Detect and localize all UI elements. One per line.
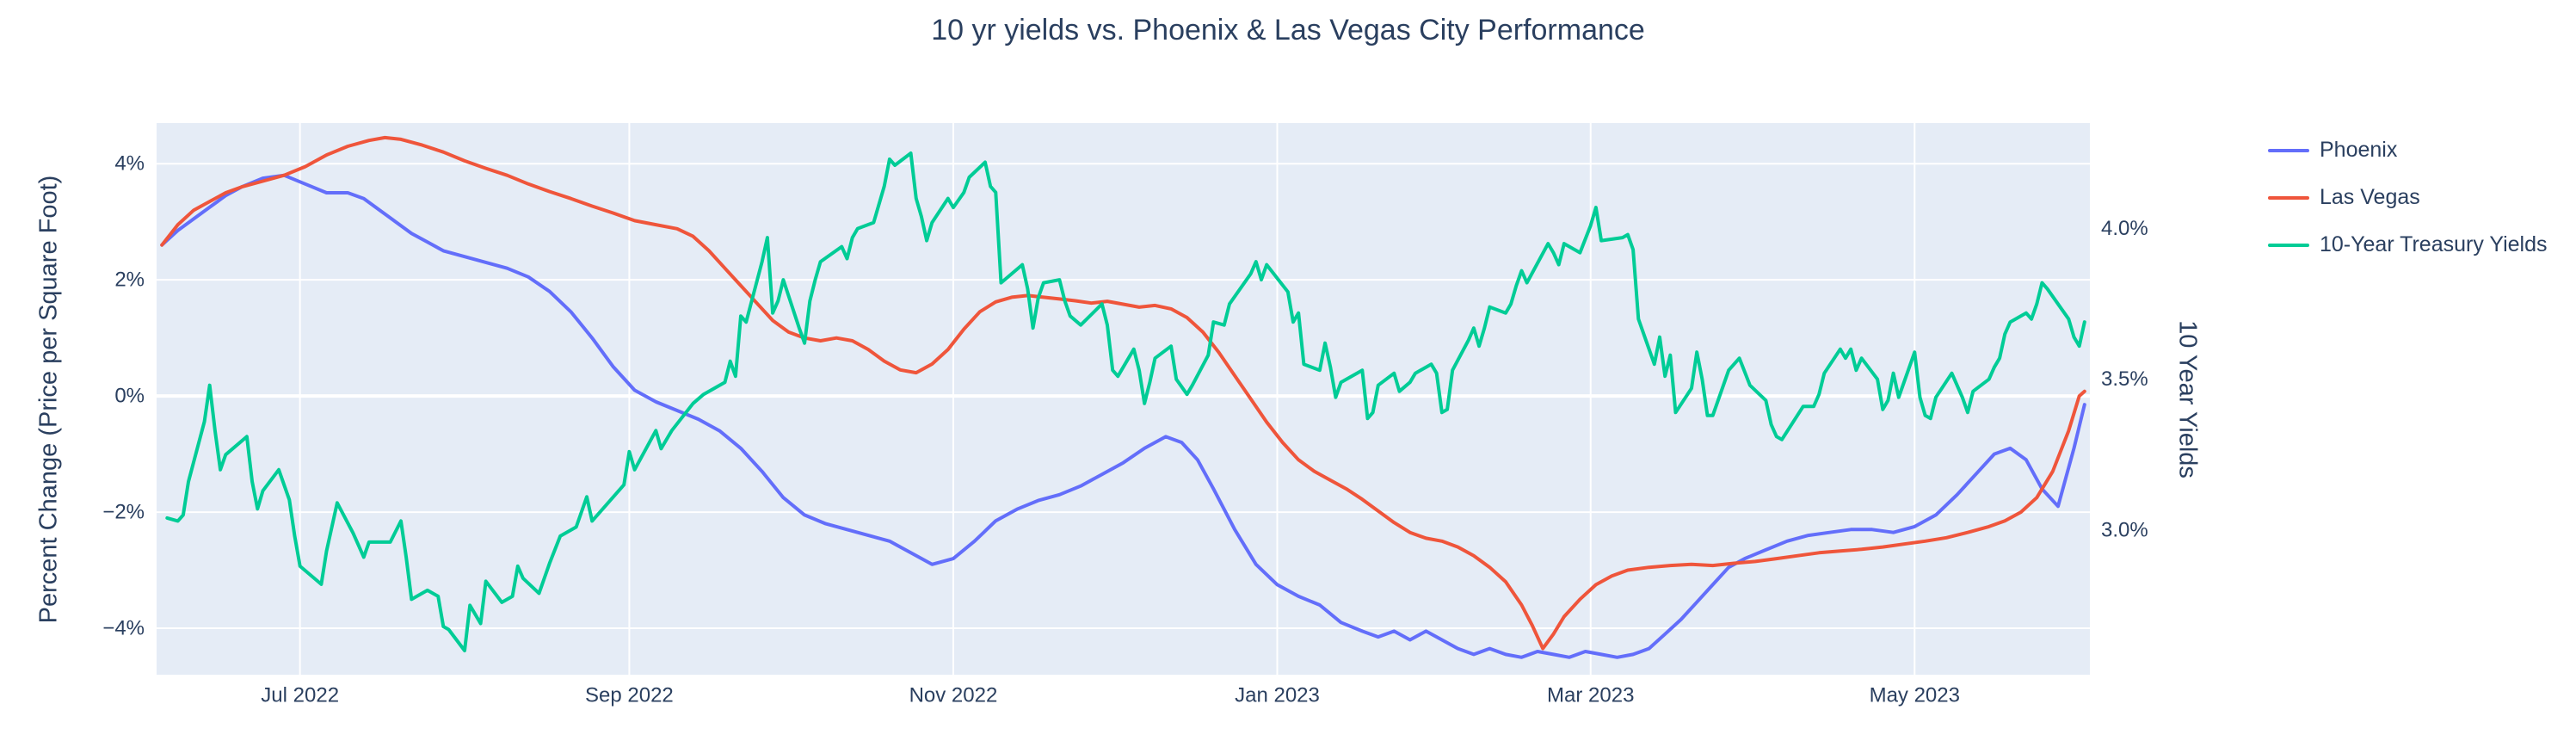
x-tick-label: Mar 2023 (1547, 684, 1634, 707)
y-axis-title-right: 10 Year Yields (2173, 320, 2202, 478)
legend-label: 10-Year Treasury Yields (2320, 232, 2548, 256)
x-tick-label: Sep 2022 (585, 684, 674, 707)
chart-title: 10 yr yields vs. Phoenix & Las Vegas Cit… (931, 14, 1645, 46)
legend: Phoenix Las Vegas 10-Year Treasury Yields (2268, 138, 2548, 257)
x-tick-label: Nov 2022 (909, 684, 998, 707)
series-line-10-year-treasury-yields[interactable] (165, 151, 2086, 652)
legend-item-phoenix[interactable]: Phoenix (2268, 138, 2548, 163)
y-left-tick-label: −2% (102, 501, 145, 524)
y-right-tick-label: 3.5% (2101, 367, 2148, 391)
legend-item-las-vegas[interactable]: Las Vegas (2268, 185, 2548, 210)
y-left-tick-label: −4% (102, 617, 145, 640)
series-line-phoenix[interactable] (160, 173, 2086, 659)
legend-line-swatch (2268, 148, 2309, 152)
y-right-tick-label: 4.0% (2101, 217, 2148, 240)
legend-item-10-year-treasury-yields[interactable]: 10-Year Treasury Yields (2268, 232, 2548, 257)
legend-label: Phoenix (2320, 138, 2398, 162)
plot-background (157, 123, 2090, 675)
series-line-las-vegas[interactable] (160, 135, 2086, 651)
x-tick-label: May 2023 (1870, 684, 1960, 707)
legend-line-swatch (2268, 195, 2309, 200)
x-tick-label: Jul 2022 (261, 684, 339, 707)
legend-label: Las Vegas (2320, 185, 2420, 209)
y-left-tick-label: 4% (114, 152, 145, 176)
x-tick-label: Jan 2023 (1235, 684, 1320, 707)
y-left-tick-label: 0% (114, 385, 145, 408)
y-left-tick-label: 2% (114, 269, 145, 292)
y-axis-title-left: Percent Change (Price per Square Foot) (34, 175, 63, 624)
y-right-tick-label: 3.0% (2101, 518, 2148, 541)
legend-line-swatch (2268, 243, 2309, 247)
